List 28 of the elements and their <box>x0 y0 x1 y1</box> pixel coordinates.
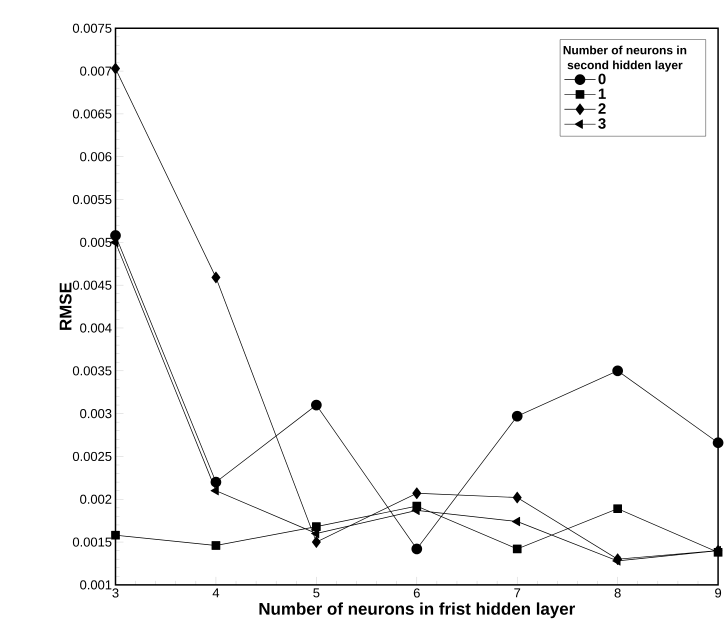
y-tick-label: 0.0015 <box>72 538 112 547</box>
x-tick-label: 8 <box>614 588 621 598</box>
y-tick-label: 0.005 <box>80 238 112 248</box>
y-tick-label: 0.002 <box>80 494 112 504</box>
legend-label: 1 <box>598 88 606 100</box>
y-tick-label: 0.001 <box>80 580 112 590</box>
y-tick-label: 0.006 <box>80 152 112 162</box>
x-tick-label: 9 <box>715 588 722 598</box>
legend-label: 0 <box>598 74 606 84</box>
y-tick-label: 0.0075 <box>72 24 112 34</box>
y-tick-label: 0.004 <box>80 324 112 333</box>
x-tick-label: 6 <box>414 588 420 598</box>
y-tick-label: 0.0035 <box>72 366 112 376</box>
legend-title: Number of neurons in second hidden layer <box>564 46 686 72</box>
y-tick-label: 0.003 <box>80 409 112 418</box>
y-tick-label: 0.0055 <box>72 195 112 204</box>
x-tick-label: 5 <box>313 588 320 598</box>
y-tick-label: 0.0045 <box>72 280 112 290</box>
x-tick-label: 7 <box>514 588 520 598</box>
y-tick-label: 0.0065 <box>72 110 112 119</box>
y-tick-label: 0.007 <box>80 66 112 76</box>
x-tick-label: 4 <box>212 588 220 598</box>
x-axis-title: Number of neurons in frist hidden layer <box>259 602 575 618</box>
legend-label: 2 <box>598 104 606 114</box>
x-tick-label: 3 <box>112 588 119 598</box>
y-tick-label: 0.0025 <box>72 452 112 462</box>
legend-label: 3 <box>598 118 606 130</box>
y-axis-title: RMSE <box>60 283 72 330</box>
